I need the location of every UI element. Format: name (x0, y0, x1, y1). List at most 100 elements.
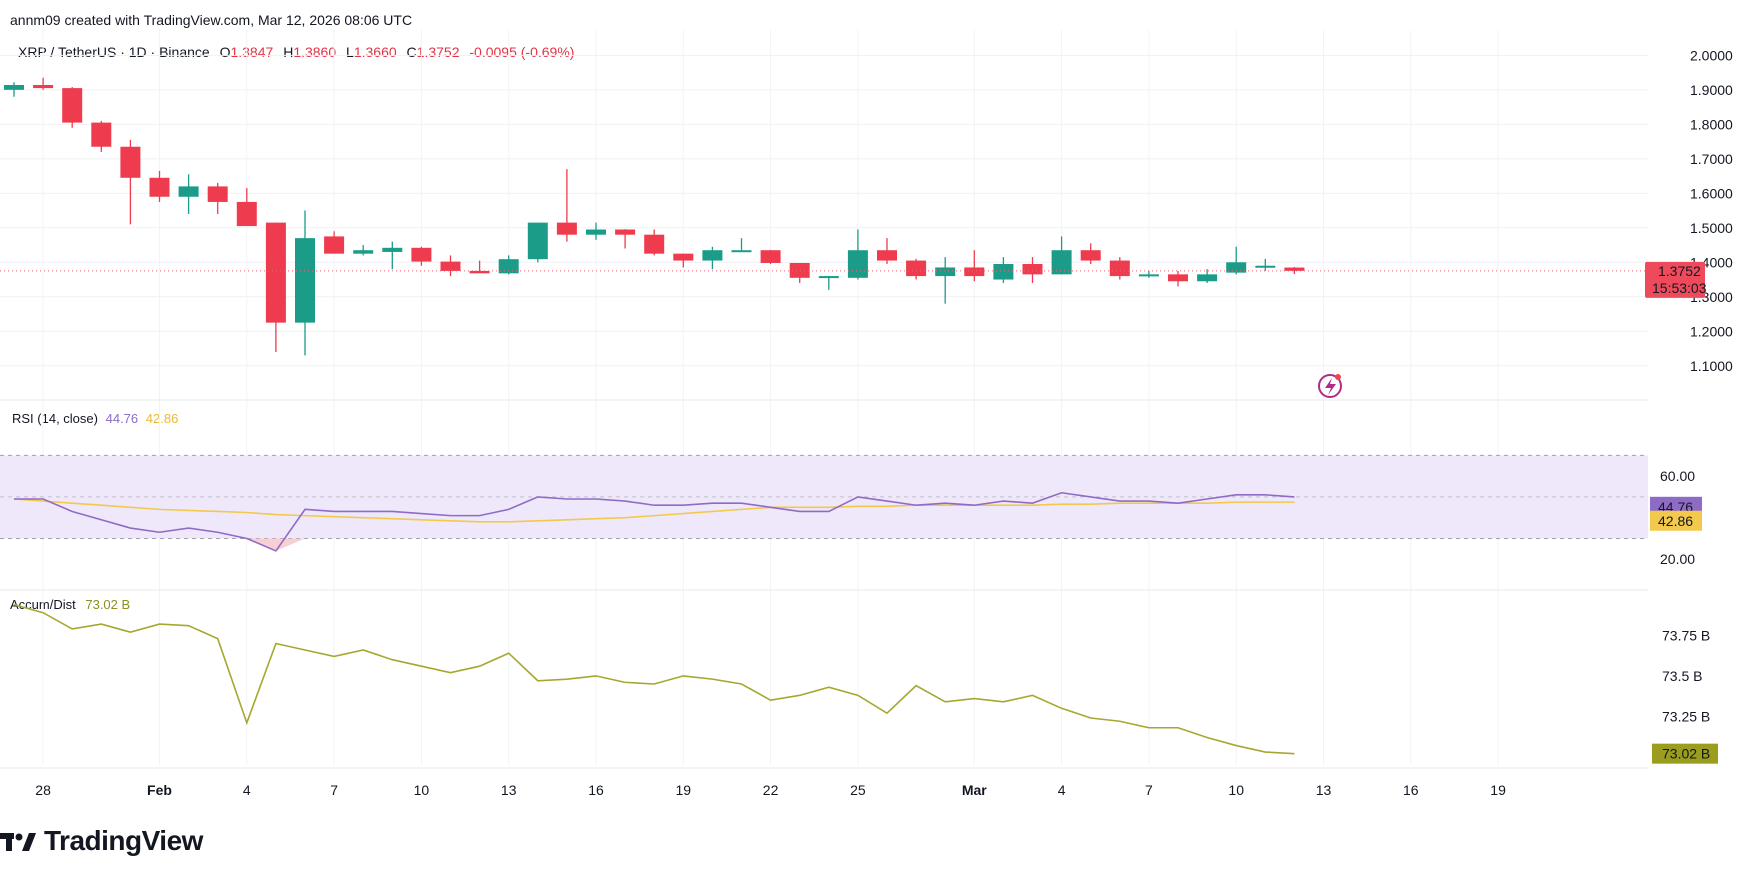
candle-body[interactable] (4, 85, 24, 90)
price-axis-tick: 1.6000 (1690, 185, 1733, 201)
candle-body[interactable] (673, 253, 694, 261)
candle-body[interactable] (178, 186, 199, 197)
candle-body[interactable] (62, 88, 83, 123)
ad-axis-tick: 73.5 B (1662, 668, 1702, 684)
candle-body[interactable] (527, 222, 548, 260)
close-value: 1.3752 (416, 44, 460, 60)
time-axis-tick: 10 (414, 782, 430, 798)
rsi-legend: RSI (14, close) 44.76 42.86 (12, 411, 178, 426)
candle-body[interactable] (1197, 274, 1218, 282)
brand: TradingView (0, 825, 203, 857)
close-label: C (406, 44, 417, 60)
time-axis-tick: 22 (763, 782, 779, 798)
candle-body[interactable] (1284, 267, 1305, 271)
candle-body[interactable] (236, 201, 257, 227)
candle-body[interactable] (760, 250, 781, 263)
open-label: O (219, 44, 231, 60)
candle-body[interactable] (993, 264, 1014, 280)
time-axis-tick: 13 (1316, 782, 1332, 798)
candle-body[interactable] (731, 250, 752, 253)
rsi-axis-tick: 20.00 (1660, 551, 1695, 567)
candle-body[interactable] (207, 186, 228, 202)
candle-body[interactable] (847, 250, 868, 278)
candle-body[interactable] (644, 234, 665, 254)
countdown-label: 15:53:03 (1652, 280, 1707, 296)
tradingview-logo-icon (0, 833, 36, 851)
price-axis-tick: 1.9000 (1690, 82, 1733, 98)
candle-body[interactable] (586, 229, 606, 235)
ad-legend-value: 73.02 B (85, 597, 131, 612)
time-axis-tick: 13 (501, 782, 517, 798)
rsi-ma-value-label: 42.86 (1658, 513, 1693, 529)
candle-body[interactable] (440, 261, 461, 271)
time-axis-tick: Feb (147, 782, 172, 798)
rsi-legend-value: 44.76 (105, 411, 139, 426)
candle-body[interactable] (877, 250, 897, 261)
candle-body[interactable] (295, 238, 315, 323)
candle-body[interactable] (149, 177, 170, 197)
ad-value-badge (1652, 743, 1718, 764)
time-axis-tick: 7 (330, 782, 338, 798)
rsi-ma-line (13, 498, 1295, 523)
time-axis-tick: 28 (35, 782, 51, 798)
candle-body[interactable] (935, 267, 956, 277)
price-axis-tick: 2.0000 (1690, 47, 1733, 63)
candle-body[interactable] (382, 247, 403, 252)
candle-body[interactable] (906, 260, 927, 277)
time-axis-tick: 19 (1490, 782, 1506, 798)
flash-bolt-icon (1325, 378, 1336, 395)
candle-body[interactable] (1168, 274, 1188, 282)
change-value: -0.0095 (-0.69%) (469, 44, 575, 60)
time-axis-tick: 4 (1058, 782, 1066, 798)
candle-body[interactable] (702, 250, 723, 261)
candle-body[interactable] (324, 236, 345, 254)
candle-body[interactable] (33, 85, 54, 89)
candle-body[interactable] (1051, 250, 1072, 275)
price-axis-tick: 1.5000 (1690, 220, 1733, 236)
candle-body[interactable] (498, 259, 519, 274)
last-price-label: 1.3752 (1658, 263, 1701, 279)
candle-body[interactable] (1138, 274, 1159, 277)
price-legend: XRP / TetherUS · 1D · Binance O1.3847 H1… (18, 44, 574, 60)
price-axis-tick: 1.2000 (1690, 323, 1733, 339)
open-value: 1.3847 (230, 44, 274, 60)
candle-body[interactable] (265, 222, 286, 323)
candle-body[interactable] (1080, 250, 1101, 261)
symbol-label: XRP / TetherUS · 1D · Binance (18, 44, 210, 60)
high-value: 1.3860 (293, 44, 337, 60)
candle-body[interactable] (469, 270, 490, 274)
time-axis-tick: 19 (676, 782, 692, 798)
rsi-name: RSI (14, close) (12, 411, 98, 426)
candle-body[interactable] (1255, 265, 1276, 268)
candle-body[interactable] (818, 276, 839, 279)
rsi-band (0, 455, 1648, 539)
ad-value-label: 73.02 B (1662, 746, 1710, 762)
last-price-badge (1645, 261, 1705, 298)
candle-body[interactable] (1022, 264, 1043, 275)
candle-body[interactable] (353, 250, 374, 254)
price-axis-tick: 1.7000 (1690, 151, 1733, 167)
candle-body[interactable] (789, 262, 810, 278)
candle-body[interactable] (615, 229, 636, 235)
time-axis-tick: 16 (1403, 782, 1419, 798)
time-axis-tick: Mar (962, 782, 987, 798)
flash-alert-icon[interactable] (1318, 374, 1342, 398)
candle-body[interactable] (1226, 262, 1247, 273)
candle-body[interactable] (964, 267, 985, 277)
rsi-axis-tick: 60.00 (1660, 468, 1695, 484)
time-axis-tick: 16 (588, 782, 604, 798)
candle-body[interactable] (120, 146, 141, 178)
price-axis-tick: 1.8000 (1690, 116, 1733, 132)
candle-body[interactable] (556, 222, 577, 235)
price-axis-tick: 1.1000 (1690, 358, 1733, 374)
time-axis-tick: 25 (850, 782, 866, 798)
flash-dot-icon (1335, 374, 1341, 380)
candle-body[interactable] (411, 247, 432, 262)
rsi-ma-legend-value: 42.86 (145, 411, 179, 426)
time-axis-tick: 7 (1145, 782, 1153, 798)
low-label: L (346, 44, 354, 60)
candle-body[interactable] (91, 122, 112, 147)
candle-body[interactable] (1109, 260, 1130, 277)
time-axis-tick: 10 (1228, 782, 1244, 798)
